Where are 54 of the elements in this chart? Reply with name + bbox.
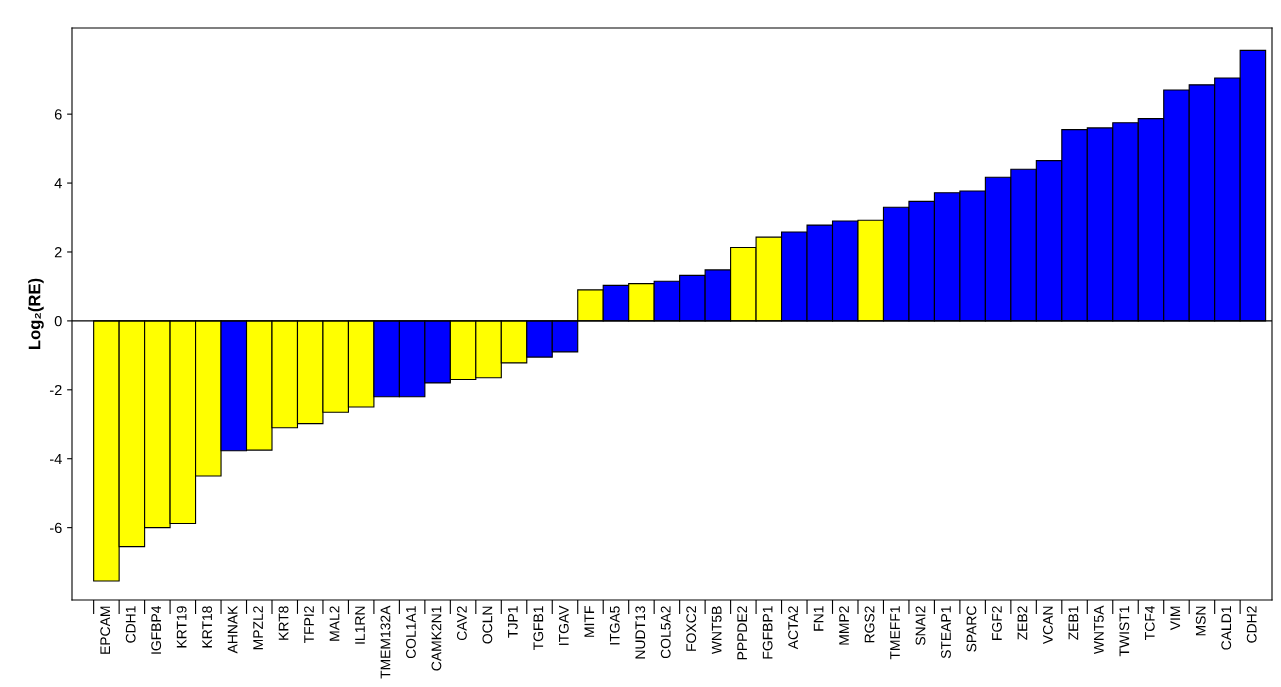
x-tick-label: ZEB2 (1017, 606, 1028, 640)
x-tick-label: TFPI2 (304, 606, 314, 644)
x-tick-label: MPZL2 (253, 606, 263, 650)
x-tick-label: IL1RN (355, 606, 365, 644)
x-tick-label: FN1 (813, 606, 824, 631)
x-tick-label: FGFBP1 (762, 606, 773, 659)
x-tick-label: COL5A2 (660, 606, 671, 659)
y-tick-label: 2 (54, 247, 62, 258)
x-tick-label: WNT5B (711, 606, 722, 655)
x-tick-label: KRT19 (176, 606, 187, 648)
x-tick-label: WNT5A (1094, 605, 1104, 655)
x-tick-label: MMP2 (839, 606, 849, 645)
x-tick-label: ITGAV (558, 605, 569, 645)
x-tick-label: RGS2 (864, 606, 875, 643)
x-tick-label: COL1A1 (406, 606, 416, 659)
x-tick-label: KRT18 (202, 606, 213, 648)
x-tick-label: FGF2 (992, 606, 1002, 640)
x-tick-label: TCF4 (1144, 605, 1155, 640)
x-tick-label: MSN (1195, 606, 1206, 636)
x-tick-label: MITF (584, 606, 595, 637)
x-tick-label: SNAI2 (915, 606, 926, 646)
x-tick-label: VIM (1170, 606, 1181, 631)
x-tick-label: MAL2 (329, 606, 340, 641)
x-tick-label: IGFBP4 (151, 605, 162, 654)
x-tick-label: AHNAK (227, 605, 238, 654)
x-tick-label: CAV2 (456, 606, 467, 641)
y-tick-label: -4 (49, 453, 62, 465)
x-tick-label: STEAP1 (941, 606, 951, 659)
y-tick-label: 0 (54, 315, 62, 327)
y-tick-label: -2 (49, 384, 62, 396)
x-tick-label: FOXC2 (686, 606, 697, 651)
x-tick-label: TJP1 (508, 606, 518, 638)
x-tick-label: OCLN (482, 606, 493, 644)
x-tick-label: CDH1 (125, 606, 136, 643)
x-tick-label: CDH2 (1246, 606, 1257, 643)
y-axis-title: Log₂(RE) (28, 278, 44, 349)
y-tick-label: 4 (54, 178, 62, 189)
x-tick-label: CAMK2N1 (431, 606, 442, 671)
y-tick-label: 6 (54, 109, 62, 120)
x-tick-label: CALD1 (1221, 606, 1232, 650)
y-tick-label: -6 (49, 522, 62, 534)
x-tick-label: PPPDE2 (737, 606, 747, 660)
x-tick-label: TMEM132A (380, 605, 391, 679)
x-tick-label: TMEFF1 (890, 606, 900, 660)
x-tick-label: ITGA5 (609, 606, 620, 645)
x-tick-label: SPARC (966, 606, 977, 652)
x-tick-label: NUDT13 (635, 606, 646, 659)
x-tick-label: TWIST1 (1119, 606, 1130, 657)
x-tick-label: EPCAM (100, 606, 111, 654)
x-tick-label: KRT8 (278, 606, 289, 640)
x-tick-label: ZEB1 (1068, 606, 1079, 640)
x-tick-label: TGFB1 (533, 606, 544, 650)
x-tick-label: VCAN (1042, 606, 1053, 645)
x-tick-label: ACTA2 (788, 606, 799, 650)
